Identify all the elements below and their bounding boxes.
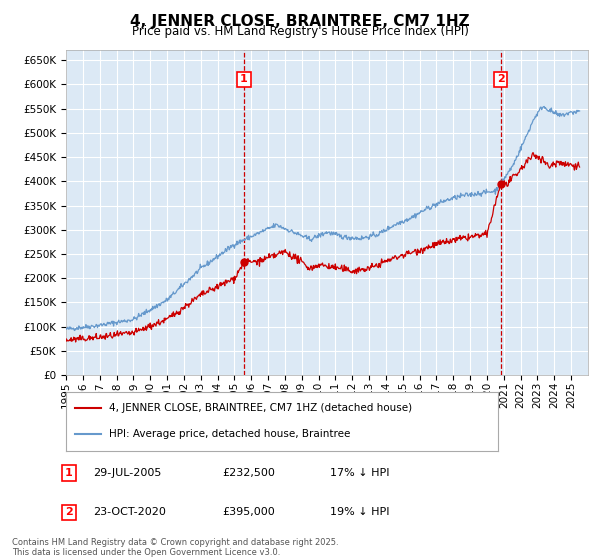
Text: 2: 2 bbox=[497, 74, 505, 85]
Text: 17% ↓ HPI: 17% ↓ HPI bbox=[330, 468, 389, 478]
Text: HPI: Average price, detached house, Braintree: HPI: Average price, detached house, Brai… bbox=[109, 430, 350, 440]
Text: Price paid vs. HM Land Registry's House Price Index (HPI): Price paid vs. HM Land Registry's House … bbox=[131, 25, 469, 38]
Text: 19% ↓ HPI: 19% ↓ HPI bbox=[330, 507, 389, 517]
Text: 4, JENNER CLOSE, BRAINTREE, CM7 1HZ (detached house): 4, JENNER CLOSE, BRAINTREE, CM7 1HZ (det… bbox=[109, 403, 412, 413]
Text: 1: 1 bbox=[65, 468, 73, 478]
Text: £232,500: £232,500 bbox=[222, 468, 275, 478]
Text: 23-OCT-2020: 23-OCT-2020 bbox=[93, 507, 166, 517]
Text: 4, JENNER CLOSE, BRAINTREE, CM7 1HZ: 4, JENNER CLOSE, BRAINTREE, CM7 1HZ bbox=[130, 14, 470, 29]
Text: 2: 2 bbox=[65, 507, 73, 517]
Text: Contains HM Land Registry data © Crown copyright and database right 2025.
This d: Contains HM Land Registry data © Crown c… bbox=[12, 538, 338, 557]
Text: £395,000: £395,000 bbox=[222, 507, 275, 517]
Text: 1: 1 bbox=[240, 74, 248, 85]
Text: 29-JUL-2005: 29-JUL-2005 bbox=[93, 468, 161, 478]
